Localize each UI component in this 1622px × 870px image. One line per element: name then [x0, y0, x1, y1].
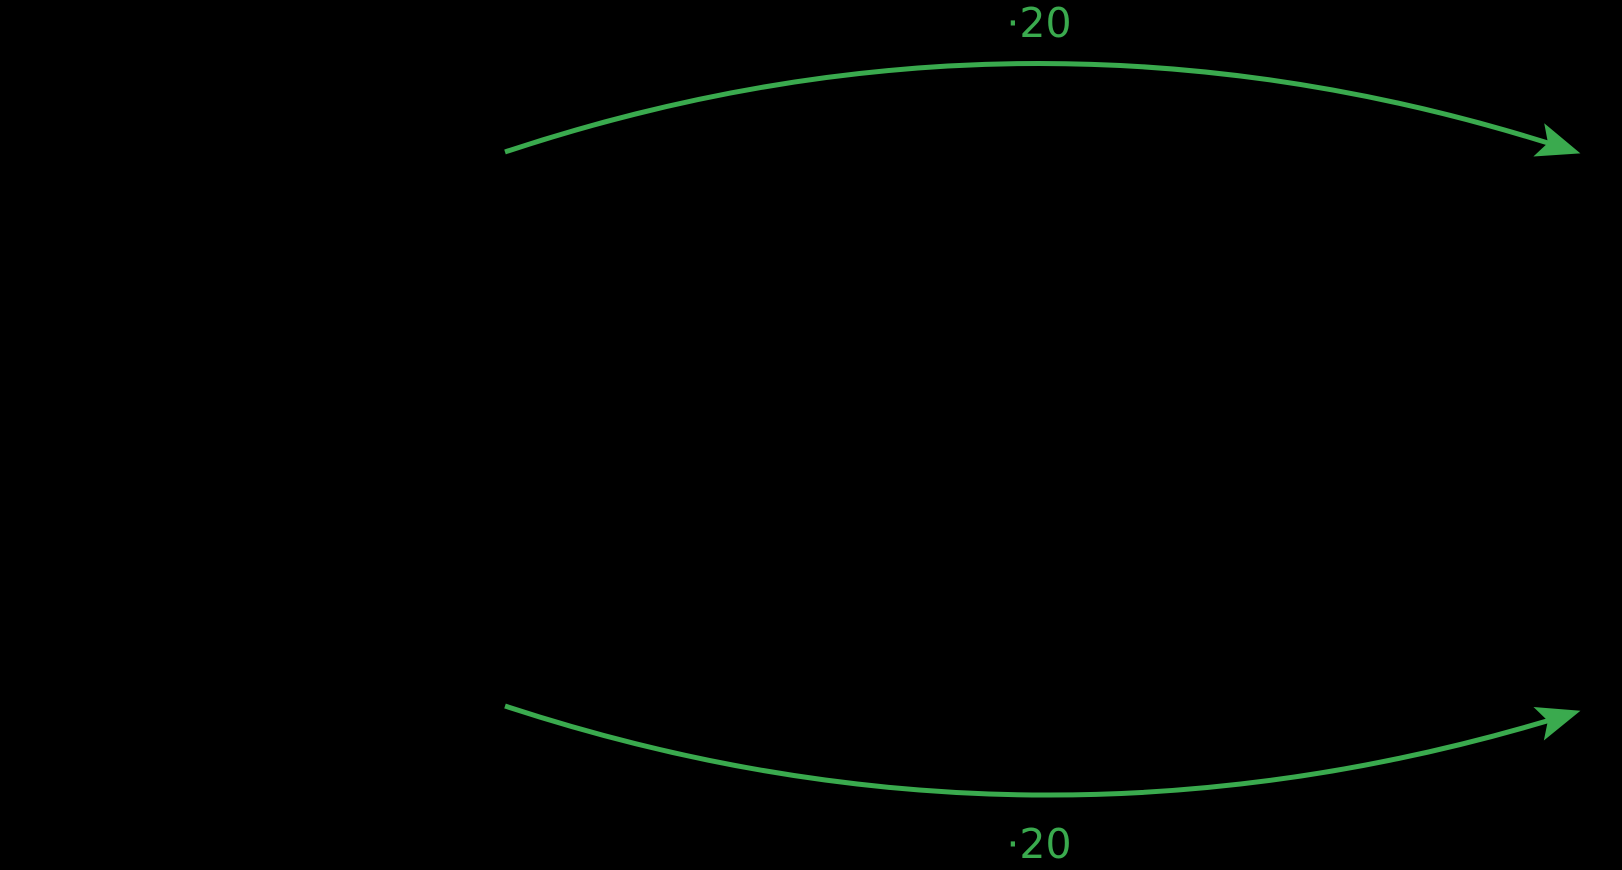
- top-multiplier-label: ·20: [1006, 0, 1071, 47]
- bottom-multiply-arrow: [504, 703, 1581, 798]
- bottom-multiplier-label: ·20: [1006, 820, 1071, 868]
- top-multiply-arrow: [504, 61, 1581, 157]
